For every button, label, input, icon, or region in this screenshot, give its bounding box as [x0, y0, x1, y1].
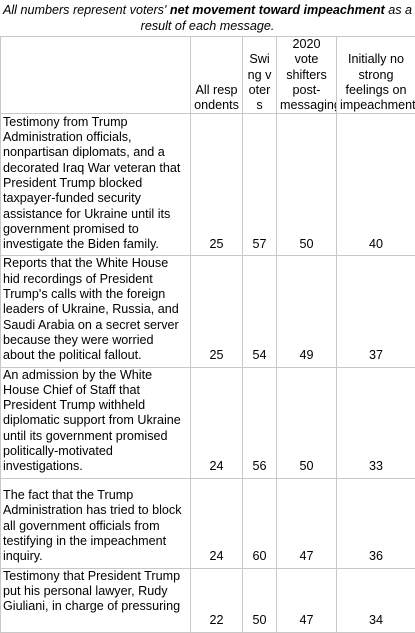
value-no-strong-feelings: 36	[337, 478, 415, 568]
value-swing-voters: 56	[243, 367, 277, 478]
message-cell: Testimony from Trump Administration offi…	[1, 114, 191, 256]
table-caption: All numbers represent voters' net moveme…	[0, 0, 415, 36]
value-vote-shifters: 47	[277, 478, 337, 568]
value-no-strong-feelings: 40	[337, 114, 415, 256]
value-all-respondents: 24	[191, 367, 243, 478]
column-header-no-strong-feelings: Initially no strong feelings on impeachm…	[337, 37, 415, 114]
header-row: All respondents Swing voters 2020 vote s…	[1, 37, 415, 114]
column-header-swing-voters: Swing voters	[243, 37, 277, 114]
value-no-strong-feelings: 37	[337, 256, 415, 367]
table-row: An admission by the White House Chief of…	[1, 367, 415, 478]
message-cell: Reports that the White House hid recordi…	[1, 256, 191, 367]
column-header-all-respondents: All respondents	[191, 37, 243, 114]
message-cell: An admission by the White House Chief of…	[1, 367, 191, 478]
caption-prefix: All numbers represent voters'	[3, 3, 170, 17]
value-all-respondents: 25	[191, 114, 243, 256]
table-row: The fact that the Trump Administration h…	[1, 478, 415, 568]
table-row: Reports that the White House hid recordi…	[1, 256, 415, 367]
value-all-respondents: 25	[191, 256, 243, 367]
impeachment-messaging-table: All respondents Swing voters 2020 vote s…	[0, 36, 415, 633]
value-vote-shifters: 50	[277, 114, 337, 256]
column-header-vote-shifters: 2020 vote shifters post-messaging	[277, 37, 337, 114]
value-swing-voters: 54	[243, 256, 277, 367]
message-cell: The fact that the Trump Administration h…	[1, 478, 191, 568]
value-swing-voters: 57	[243, 114, 277, 256]
header-corner-cell	[1, 37, 191, 114]
value-all-respondents: 24	[191, 478, 243, 568]
value-swing-voters: 60	[243, 478, 277, 568]
value-vote-shifters: 50	[277, 367, 337, 478]
caption-emphasis: net movement toward impeachment	[170, 3, 385, 17]
value-no-strong-feelings: 33	[337, 367, 415, 478]
table-row: Testimony from Trump Administration offi…	[1, 114, 415, 256]
value-vote-shifters: 49	[277, 256, 337, 367]
